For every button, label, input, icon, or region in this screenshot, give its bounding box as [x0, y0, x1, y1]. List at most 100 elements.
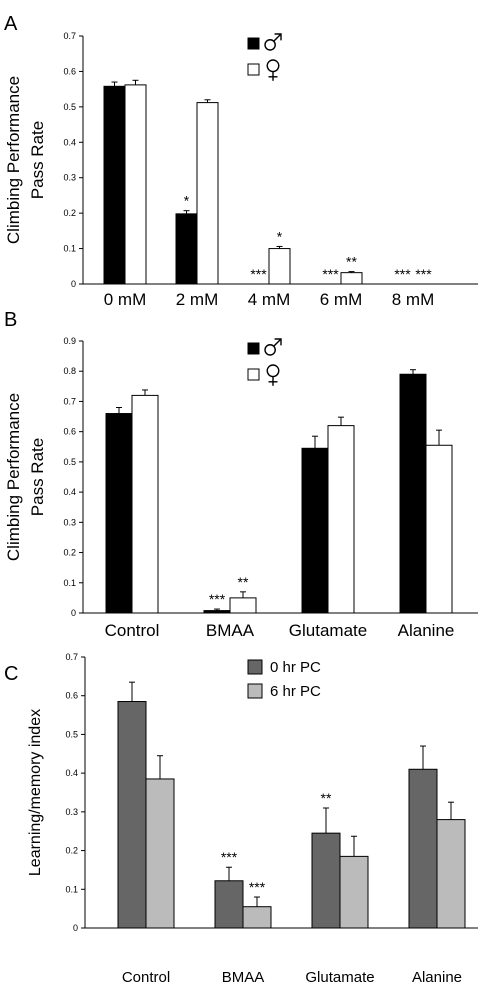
y-tick-label: 0.6 — [65, 691, 78, 701]
y-tick-label: 0.7 — [63, 396, 76, 406]
y-axis-label: Climbing Performance — [4, 393, 23, 561]
significance-label: *** — [221, 849, 238, 865]
legend — [247, 338, 282, 386]
significance-label: *** — [394, 266, 411, 282]
significance-label: ** — [321, 790, 332, 806]
bar — [229, 597, 257, 614]
y-tick-label: 0.4 — [63, 137, 76, 147]
bar — [425, 444, 453, 614]
panel-letter: C — [4, 663, 18, 685]
legend — [247, 33, 282, 81]
bar — [175, 213, 198, 285]
y-tick-label: 0.1 — [65, 884, 78, 894]
y-tick-label: 0 — [73, 923, 78, 933]
bar — [131, 394, 159, 614]
male-symbol-icon — [264, 39, 276, 51]
male-symbol-icon-arrow-shaft — [273, 33, 282, 42]
legend-swatch — [247, 659, 263, 675]
category-label: 4 mM — [248, 290, 291, 309]
y-tick-label: 0.5 — [63, 457, 76, 467]
female-symbol-icon — [266, 364, 280, 378]
legend-label: 0 hr PC — [270, 659, 321, 676]
y-tick-label: 0.1 — [63, 244, 76, 254]
y-tick-label: 0.4 — [65, 768, 78, 778]
chart-panel-B: B 0 0.1 0.2 0.3 0.4 0.5 0.6 0.7 0.8 0.9 Climbing Pe… — [4, 309, 478, 640]
significance-label: * — [184, 193, 190, 209]
y-tick-label: 0.2 — [63, 208, 76, 218]
category-label: Glutamate — [305, 969, 374, 986]
category-label: Alanine — [412, 969, 462, 986]
male-symbol-icon-arrow-head — [274, 338, 282, 346]
y-axis-label: Learning/memory index — [27, 709, 44, 876]
category-label: 0 mM — [104, 290, 147, 309]
male-symbol-icon-arrow-head — [274, 33, 282, 41]
y-tick-label: 0.3 — [63, 173, 76, 183]
significance-label: ** — [346, 254, 357, 270]
bar — [242, 906, 272, 929]
legend-swatch — [247, 342, 260, 355]
legend-swatch — [247, 368, 260, 381]
y-tick-label: 0 — [71, 608, 76, 618]
y-tick-label: 0.3 — [63, 517, 76, 527]
y-tick-label: 0.2 — [63, 548, 76, 558]
female-symbol-icon — [266, 59, 280, 73]
y-tick-label: 0.6 — [63, 66, 76, 76]
significance-label: *** — [250, 266, 267, 282]
category-label: Glutamate — [289, 621, 367, 640]
significance-label: * — [277, 228, 283, 244]
male-symbol-icon — [264, 344, 276, 356]
category-label: BMAA — [222, 969, 265, 986]
significance-label: *** — [415, 266, 432, 282]
y-axis-label: Pass Rate — [28, 121, 47, 199]
category-label: Control — [105, 621, 160, 640]
bar — [196, 102, 219, 285]
y-axis-label: Pass Rate — [28, 438, 47, 516]
significance-label: *** — [322, 266, 339, 282]
legend-swatch — [247, 683, 263, 699]
category-label: BMAA — [206, 621, 255, 640]
chart-panel-A: A 0 0.1 0.2 0.3 0.4 0.5 0.6 0.7 Climbing Performa… — [4, 13, 478, 309]
legend-swatch — [247, 63, 260, 76]
bar — [339, 855, 369, 929]
y-tick-label: 0.5 — [65, 729, 78, 739]
y-tick-label: 0.5 — [63, 102, 76, 112]
legend-swatch — [247, 37, 260, 50]
y-tick-label: 0.4 — [63, 487, 76, 497]
legend-label: 6 hr PC — [270, 683, 321, 700]
y-tick-label: 0.1 — [63, 578, 76, 588]
bar — [408, 768, 438, 929]
y-tick-label: 0.6 — [63, 427, 76, 437]
legend: 0 hr PC 6 hr PC — [247, 659, 321, 700]
bar — [340, 272, 363, 285]
category-label: 6 mM — [320, 290, 363, 309]
y-tick-label: 0.2 — [65, 846, 78, 856]
panel-letter: A — [4, 13, 18, 35]
bar — [268, 248, 291, 285]
bar — [311, 832, 341, 929]
y-tick-label: 0.3 — [65, 807, 78, 817]
bar — [399, 373, 427, 614]
bar — [105, 413, 133, 614]
bar — [436, 819, 466, 929]
y-tick-label: 0.7 — [65, 652, 78, 662]
bar — [214, 880, 244, 929]
significance-label: ** — [238, 574, 249, 590]
significance-label: *** — [209, 591, 226, 607]
panel-letter: B — [4, 309, 17, 331]
y-axis-label: Climbing Performance — [4, 76, 23, 244]
bar — [145, 778, 175, 929]
category-label: 8 mM — [392, 290, 435, 309]
bar — [327, 425, 355, 614]
bar — [103, 85, 126, 285]
category-label: Alanine — [398, 621, 455, 640]
bar — [124, 84, 147, 285]
chart-panel-C: C 0 0.1 0.2 0.3 0.4 0.5 0.6 0.7 Learning/memory i… — [4, 652, 478, 986]
y-tick-label: 0.7 — [63, 31, 76, 41]
bar — [301, 447, 329, 614]
category-label: Control — [122, 969, 170, 986]
y-tick-label: 0.9 — [63, 336, 76, 346]
y-tick-label: 0.8 — [63, 366, 76, 376]
category-label: 2 mM — [176, 290, 219, 309]
bar — [203, 610, 231, 614]
